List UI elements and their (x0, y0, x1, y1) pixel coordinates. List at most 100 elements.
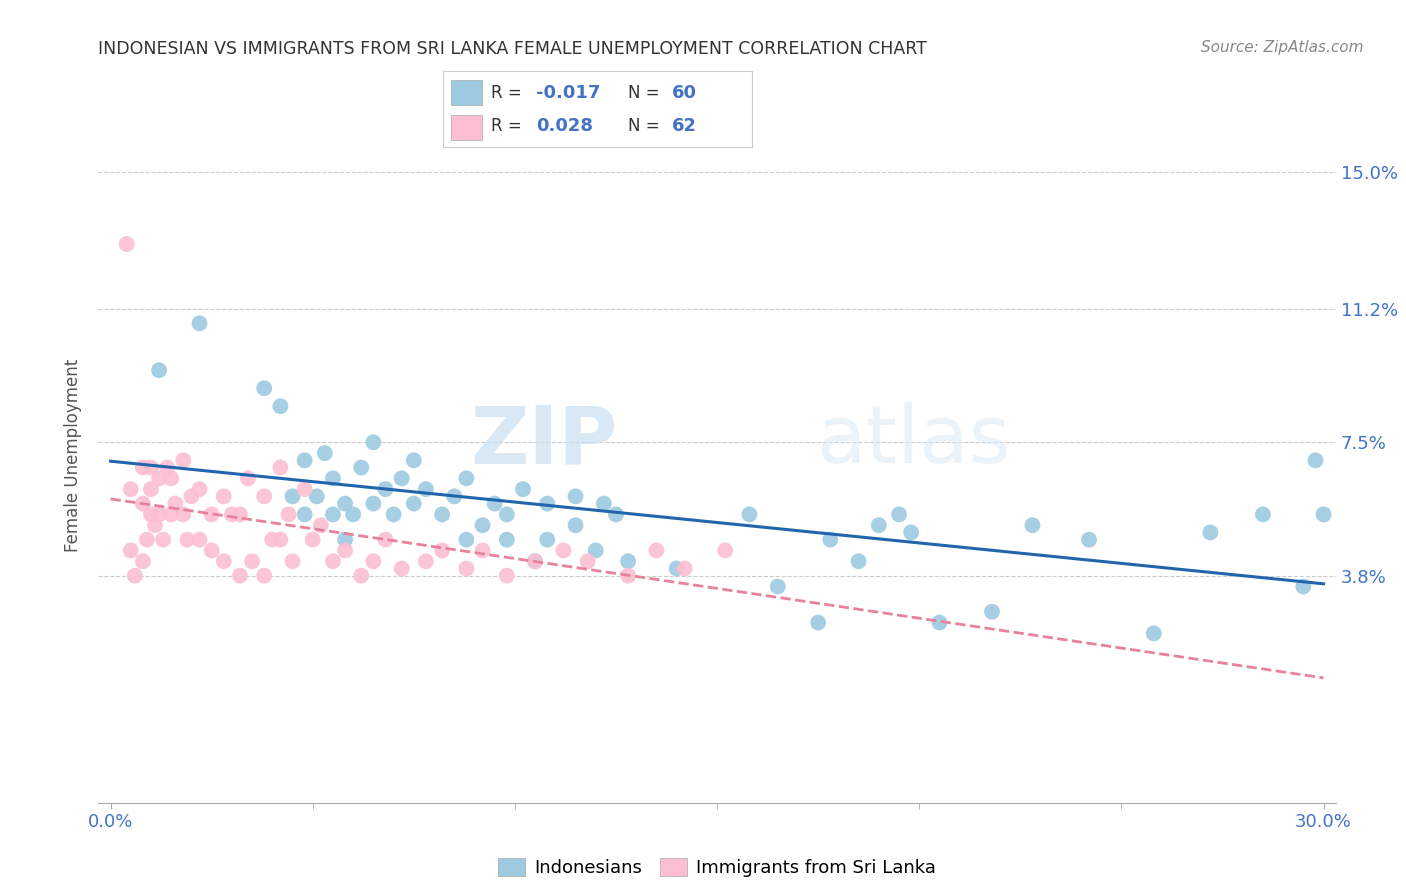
Point (848, 554, 870, 568)
Point (132, 554, 155, 568)
Point (143, 518, 166, 533)
Point (402, 497, 425, 511)
Point (536, 533, 558, 547)
Text: Source: ZipAtlas.com: Source: ZipAtlas.com (1201, 40, 1364, 55)
Point (229, 508, 252, 522)
Point (553, 543, 575, 558)
Legend: Indonesians, Immigrants from Sri Lanka: Indonesians, Immigrants from Sri Lanka (491, 851, 943, 884)
Point (221, 508, 243, 522)
Point (124, 568, 146, 582)
Point (229, 568, 252, 582)
Point (471, 518, 494, 533)
Y-axis label: Female Unemployment: Female Unemployment (65, 359, 83, 551)
Point (314, 446, 336, 460)
Point (820, 533, 842, 547)
Point (132, 497, 155, 511)
Text: N =: N = (628, 84, 659, 102)
Text: 60: 60 (672, 84, 697, 102)
Point (363, 435, 385, 450)
Point (294, 508, 316, 522)
Point (120, 482, 142, 496)
Point (322, 471, 344, 485)
Point (363, 497, 385, 511)
Point (430, 508, 453, 522)
Point (673, 561, 696, 575)
Point (443, 489, 465, 503)
Point (415, 554, 437, 568)
Point (900, 525, 922, 540)
Point (564, 489, 586, 503)
Point (807, 615, 830, 630)
Point (981, 605, 1004, 619)
Point (152, 533, 174, 547)
Text: INDONESIAN VS IMMIGRANTS FROM SRI LANKA FEMALE UNEMPLOYMENT CORRELATION CHART: INDONESIAN VS IMMIGRANTS FROM SRI LANKA … (98, 40, 928, 58)
Point (294, 453, 316, 467)
Text: ZIP: ZIP (471, 402, 619, 480)
Point (585, 543, 607, 558)
Point (240, 554, 263, 568)
Point (738, 508, 761, 522)
Point (1078, 533, 1101, 547)
Text: R =: R = (491, 84, 522, 102)
Point (148, 363, 170, 377)
Point (350, 568, 373, 582)
Point (342, 508, 364, 522)
Point (165, 497, 187, 511)
Point (188, 316, 211, 330)
Point (294, 482, 316, 496)
Point (536, 497, 558, 511)
Point (391, 561, 413, 575)
Point (766, 580, 789, 594)
Point (253, 489, 276, 503)
Point (415, 482, 437, 496)
Point (495, 533, 517, 547)
Point (1199, 525, 1222, 540)
Point (262, 533, 284, 547)
Point (333, 497, 356, 511)
Point (592, 497, 614, 511)
Point (156, 460, 179, 475)
Point (281, 489, 304, 503)
Bar (450, 115, 481, 140)
Point (391, 471, 413, 485)
Point (456, 533, 478, 547)
Point (136, 533, 159, 547)
Point (495, 508, 517, 522)
Point (236, 471, 259, 485)
Point (269, 533, 291, 547)
Text: N =: N = (628, 117, 659, 135)
Point (382, 508, 405, 522)
Point (180, 489, 202, 503)
Point (333, 533, 356, 547)
Point (402, 453, 425, 467)
Point (564, 518, 586, 533)
Point (160, 471, 183, 485)
Point (139, 482, 162, 496)
Point (1305, 453, 1327, 467)
Point (253, 568, 276, 582)
Bar (450, 80, 481, 104)
Point (269, 399, 291, 413)
Point (301, 533, 323, 547)
Point (269, 460, 291, 475)
Text: atlas: atlas (815, 402, 1011, 480)
Point (524, 554, 547, 568)
Point (172, 453, 194, 467)
Point (524, 554, 547, 568)
Point (1251, 508, 1274, 522)
Text: 0.028: 0.028 (536, 117, 593, 135)
Point (172, 508, 194, 522)
Point (176, 533, 198, 547)
Point (188, 482, 211, 496)
Point (148, 508, 170, 522)
Point (374, 533, 396, 547)
Point (471, 543, 494, 558)
Point (333, 543, 356, 558)
Text: R =: R = (491, 117, 522, 135)
Point (495, 568, 517, 582)
Point (1312, 508, 1334, 522)
Point (456, 471, 478, 485)
Point (350, 460, 373, 475)
Text: -0.017: -0.017 (536, 84, 600, 102)
Point (281, 554, 304, 568)
